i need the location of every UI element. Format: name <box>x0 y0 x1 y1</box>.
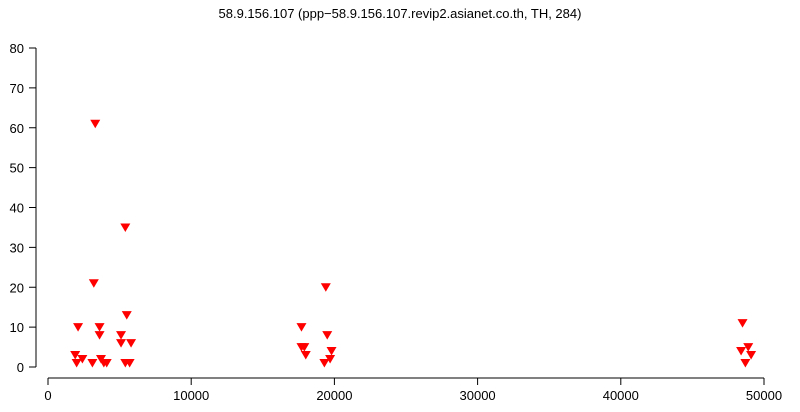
axes: 0 10 20 30 40 50 60 70 80 0 10000 20000 30000 40000 50… <box>10 41 783 403</box>
x-tick-label: 50000 <box>746 388 782 403</box>
data-point <box>116 331 127 340</box>
data-point <box>71 359 82 368</box>
data-point <box>88 279 99 288</box>
data-point <box>322 331 333 340</box>
y-tick-label: 20 <box>10 280 24 295</box>
x-tick-label: 0 <box>44 388 51 403</box>
data-point <box>70 351 81 360</box>
data-point <box>743 343 754 352</box>
y-tick-label: 40 <box>10 201 24 216</box>
data-point <box>325 355 336 364</box>
chart-title: 58.9.156.107 (ppp−58.9.156.107.revip2.as… <box>219 6 582 21</box>
data-point <box>296 323 307 332</box>
data-point <box>300 351 311 360</box>
data-point <box>736 347 747 356</box>
data-point <box>94 323 105 332</box>
data-point <box>299 343 310 352</box>
x-tick-label: 20000 <box>316 388 352 403</box>
y-tick-label: 70 <box>10 81 24 96</box>
data-point <box>746 351 757 360</box>
data-points <box>70 119 757 368</box>
data-point <box>740 359 751 368</box>
data-point <box>320 283 331 292</box>
y-tick-label: 80 <box>10 41 24 56</box>
data-point <box>737 319 748 328</box>
data-point <box>94 331 105 340</box>
data-point <box>73 323 84 332</box>
y-tick-label: 10 <box>10 320 24 335</box>
data-point <box>124 359 135 368</box>
x-tick-label: 30000 <box>460 388 496 403</box>
data-point <box>319 359 330 368</box>
y-tick-label: 50 <box>10 161 24 176</box>
y-tick-label: 60 <box>10 121 24 136</box>
data-point <box>101 359 112 368</box>
y-tick-label: 30 <box>10 240 24 255</box>
x-tick-label: 40000 <box>603 388 639 403</box>
data-point <box>116 339 127 348</box>
y-tick-label: 0 <box>17 360 24 375</box>
data-point <box>121 311 132 320</box>
data-point <box>326 347 337 356</box>
data-point <box>120 223 131 232</box>
data-point <box>126 339 137 348</box>
x-tick-label: 10000 <box>173 388 209 403</box>
data-point <box>77 355 88 364</box>
data-point <box>87 359 98 368</box>
data-point <box>90 119 101 129</box>
